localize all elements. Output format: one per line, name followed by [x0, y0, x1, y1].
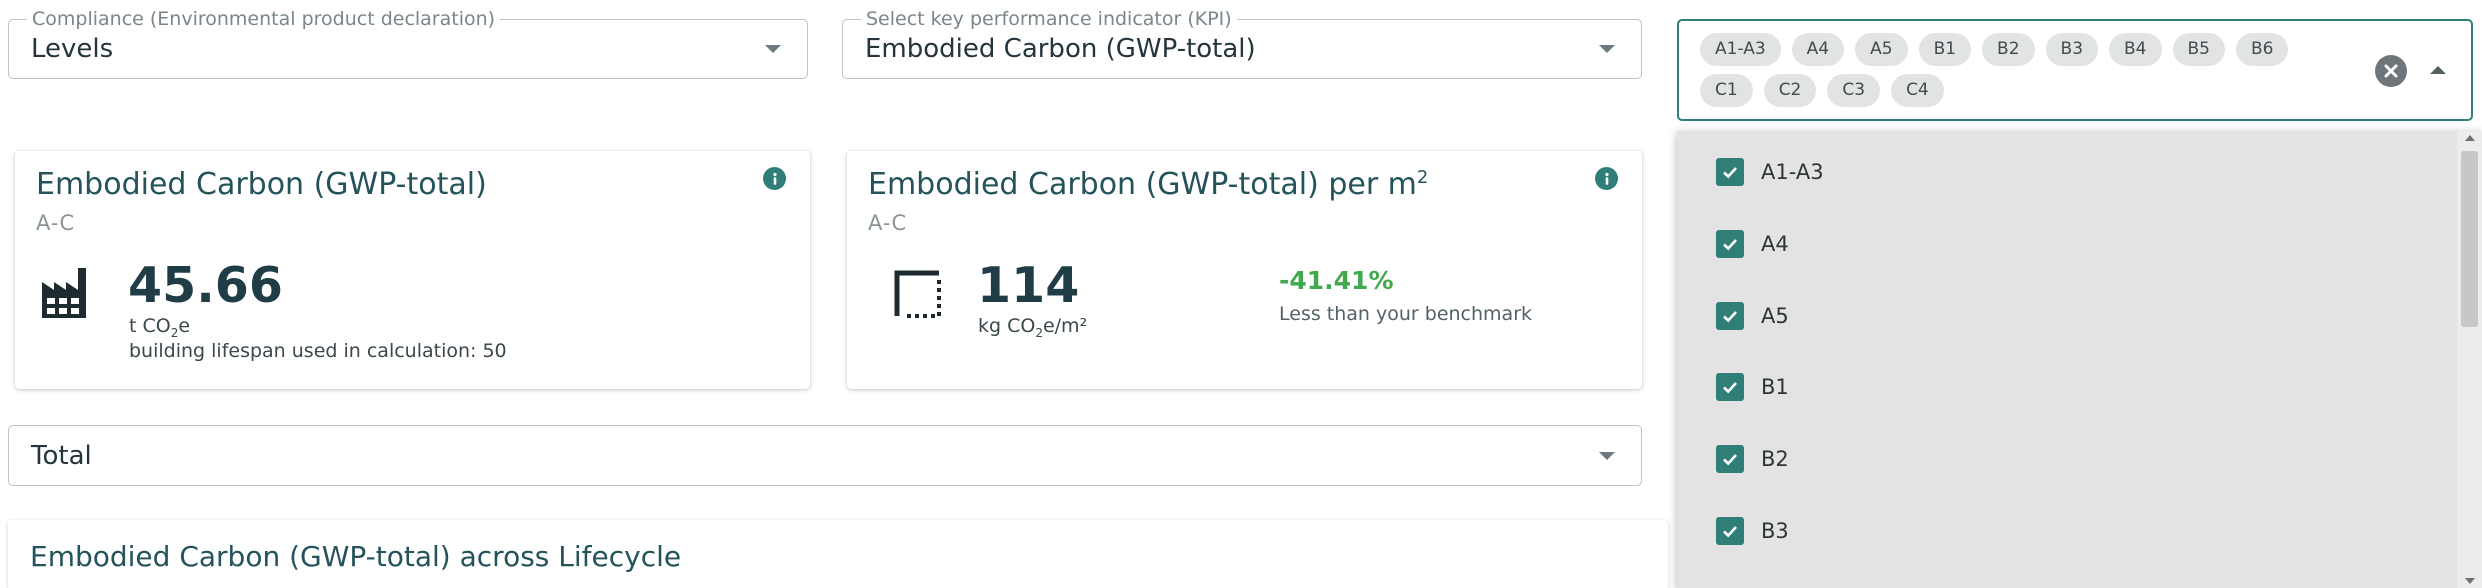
- chevron-down-icon[interactable]: [765, 45, 781, 53]
- scroll-up-icon[interactable]: [2465, 135, 2475, 141]
- checkbox-checked-icon[interactable]: [1716, 373, 1744, 401]
- factory-icon: [42, 268, 86, 318]
- option-label: A1-A3: [1761, 160, 1824, 184]
- card-subtitle: A-C: [36, 211, 76, 235]
- option-label: A5: [1761, 304, 1789, 328]
- checkbox-checked-icon[interactable]: [1716, 158, 1744, 186]
- stage-chip[interactable]: B5: [2172, 33, 2225, 66]
- chevron-down-icon[interactable]: [1599, 45, 1615, 53]
- dropdown-option[interactable]: A4: [1677, 208, 2447, 280]
- benchmark-note: Less than your benchmark: [1279, 303, 1533, 325]
- card-title: Embodied Carbon (GWP-total) per m2: [868, 167, 1429, 202]
- chevron-down-icon[interactable]: [1599, 451, 1615, 460]
- dropdown-option[interactable]: A1-A3: [1677, 136, 2447, 208]
- chevron-up-icon[interactable]: [2430, 66, 2446, 74]
- stage-chip[interactable]: C3: [1827, 74, 1881, 107]
- scrollbar-thumb[interactable]: [2461, 151, 2478, 327]
- checkbox-checked-icon[interactable]: [1716, 517, 1744, 545]
- info-icon[interactable]: [1595, 167, 1618, 190]
- option-label: A4: [1761, 232, 1789, 256]
- info-icon[interactable]: [763, 167, 786, 190]
- stage-chip[interactable]: B1: [1918, 33, 1972, 66]
- checkbox-checked-icon[interactable]: [1716, 302, 1744, 330]
- compliance-value: Levels: [31, 34, 114, 64]
- area-icon: [894, 270, 941, 318]
- option-label: B1: [1761, 375, 1789, 399]
- card-subtitle: A-C: [868, 211, 908, 235]
- close-icon: [2384, 64, 2398, 78]
- clear-selection-button[interactable]: [2375, 55, 2407, 87]
- dropdown-option[interactable]: B1: [1677, 351, 2447, 423]
- carbon-per-m2-unit: kg CO2e/m²: [978, 315, 1088, 340]
- stage-chip[interactable]: B6: [2235, 33, 2289, 66]
- stage-dropdown-list[interactable]: A1-A3 A4 A5 B1 B2 B3: [1677, 131, 2482, 588]
- total-carbon-unit: t CO2e: [129, 315, 191, 340]
- stage-chip[interactable]: B4: [2109, 33, 2162, 66]
- info-glyph: [1604, 172, 1609, 185]
- carbon-per-m2-value: 114: [977, 257, 1080, 314]
- stage-chip[interactable]: A1-A3: [1700, 33, 1781, 66]
- option-label: B2: [1761, 447, 1789, 471]
- stage-chip[interactable]: C4: [1891, 74, 1944, 107]
- dropdown-option[interactable]: B2: [1677, 423, 2447, 495]
- scrollbar[interactable]: [2457, 131, 2482, 588]
- compliance-select[interactable]: Compliance (Environmental product declar…: [8, 8, 808, 79]
- carbon-per-m2-card: Embodied Carbon (GWP-total) per m2 A-C 1…: [847, 151, 1642, 389]
- card-title: Embodied Carbon (GWP-total): [36, 167, 487, 202]
- scope-value: Total: [31, 440, 92, 471]
- lifespan-note: building lifespan used in calculation: 5…: [129, 340, 507, 362]
- scroll-down-icon[interactable]: [2465, 578, 2475, 584]
- stage-multiselect[interactable]: A1-A3 A4 A5 B1 B2 B3 B4 B5 B6 C1 C2 C3 C…: [1677, 19, 2473, 121]
- lifecycle-title: Embodied Carbon (GWP-total) across Lifec…: [30, 540, 682, 573]
- kpi-value: Embodied Carbon (GWP-total): [865, 34, 1256, 64]
- benchmark-percentage: -41.41%: [1279, 266, 1394, 295]
- stage-chips: A1-A3 A4 A5 B1 B2 B3 B4 B5 B6 C1 C2 C3 C…: [1700, 33, 2300, 107]
- info-glyph: [772, 172, 777, 185]
- checkbox-checked-icon[interactable]: [1716, 230, 1744, 258]
- total-carbon-value: 45.66: [128, 257, 283, 314]
- scope-select[interactable]: Total: [8, 425, 1642, 486]
- checkbox-checked-icon[interactable]: [1716, 445, 1744, 473]
- stage-chip[interactable]: C1: [1700, 74, 1753, 107]
- stage-chip[interactable]: B3: [2045, 33, 2099, 66]
- option-label: B3: [1761, 519, 1789, 543]
- compliance-label: Compliance (Environmental product declar…: [27, 8, 501, 30]
- lifecycle-panel: Embodied Carbon (GWP-total) across Lifec…: [8, 520, 1668, 588]
- dropdown-option[interactable]: A5: [1677, 280, 2447, 352]
- stage-chip[interactable]: A5: [1855, 33, 1908, 66]
- total-carbon-card: Embodied Carbon (GWP-total) A-C 45.66 t …: [15, 151, 810, 389]
- dropdown-option[interactable]: B3: [1677, 495, 2447, 567]
- stage-chip[interactable]: C2: [1763, 74, 1817, 107]
- kpi-label: Select key performance indicator (KPI): [861, 8, 1237, 30]
- kpi-select[interactable]: Select key performance indicator (KPI) E…: [842, 8, 1642, 79]
- stage-chip[interactable]: A4: [1791, 33, 1845, 66]
- stage-chip[interactable]: B2: [1982, 33, 2035, 66]
